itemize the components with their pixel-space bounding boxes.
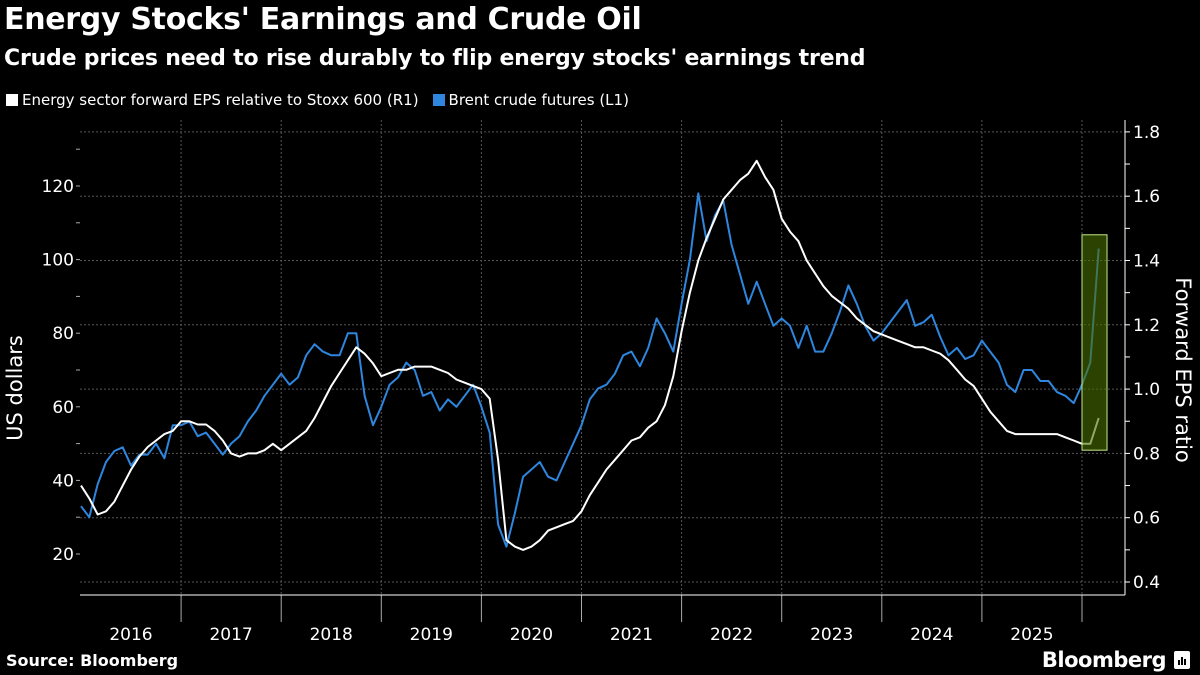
right-tick-label: 0.6 — [1133, 509, 1160, 529]
x-tick-label: 2016 — [109, 625, 152, 645]
right-axis-label: Forward EPS ratio — [1171, 277, 1195, 462]
logo-text: Bloomberg — [1041, 648, 1167, 672]
right-tick-label: 1.6 — [1133, 187, 1160, 207]
bloomberg-chart-icon — [1174, 651, 1190, 669]
legend-swatch-brent — [432, 94, 445, 106]
x-tick-label: 2023 — [810, 625, 853, 645]
legend-label-eps: Energy sector forward EPS relative to St… — [22, 91, 419, 109]
x-tick-label: 2024 — [910, 625, 953, 645]
bloomberg-logo: Bloomberg — [1042, 648, 1190, 672]
left-tick-label: 20 — [52, 545, 74, 565]
x-tick-label: 2022 — [710, 625, 753, 645]
brent-line — [80, 192, 1100, 548]
right-tick-label: 0.8 — [1133, 444, 1160, 464]
x-tick-label: 2018 — [310, 625, 353, 645]
x-tick-label: 2025 — [1010, 625, 1053, 645]
legend-swatch-eps — [6, 94, 18, 106]
right-tick-label: 1.4 — [1133, 252, 1160, 272]
left-tick-label: 100 — [42, 251, 74, 271]
legend-item-eps: Energy sector forward EPS relative to St… — [6, 91, 419, 109]
right-tick-label: 1.0 — [1133, 380, 1160, 400]
chart-title: Energy Stocks' Earnings and Crude Oil — [4, 2, 642, 37]
source-note: Source: Bloomberg — [6, 651, 179, 670]
right-tick-label: 1.8 — [1133, 123, 1160, 143]
legend: Energy sector forward EPS relative to St… — [6, 91, 629, 109]
legend-item-brent: Brent crude futures (L1) — [432, 91, 629, 109]
right-tick-label: 0.4 — [1133, 573, 1160, 593]
left-tick-label: 60 — [52, 398, 74, 418]
x-tick-label: 2019 — [410, 625, 453, 645]
x-tick-label: 2020 — [510, 625, 553, 645]
highlight-box — [1081, 234, 1108, 451]
eps-ratio-line — [80, 159, 1100, 551]
chart-subtitle: Crude prices need to rise durably to fli… — [4, 46, 866, 71]
left-tick-label: 40 — [52, 471, 74, 491]
right-tick-label: 1.2 — [1133, 316, 1160, 336]
left-tick-label: 80 — [52, 324, 74, 344]
x-tick-label: 2017 — [209, 625, 252, 645]
left-axis-label: US dollars — [3, 335, 27, 441]
left-tick-label: 120 — [42, 177, 74, 197]
x-tick-label: 2021 — [610, 625, 653, 645]
legend-label-brent: Brent crude futures (L1) — [448, 91, 629, 109]
